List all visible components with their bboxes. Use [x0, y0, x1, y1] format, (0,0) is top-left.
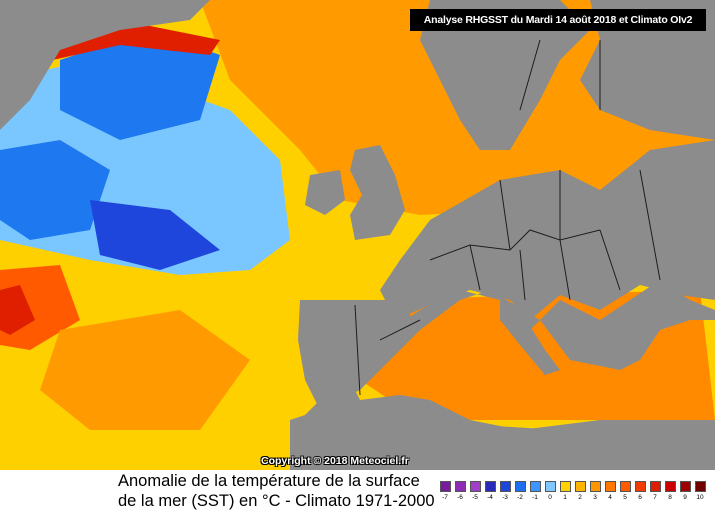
legend-tick-label: -3	[502, 494, 508, 501]
legend-swatch	[650, 481, 661, 492]
land-iberia	[298, 300, 420, 410]
legend-swatch	[515, 481, 526, 492]
analysis-header: Analyse RHGSST du Mardi 14 août 2018 et …	[410, 9, 706, 31]
land-finland-russia	[580, 0, 715, 140]
legend-tick-label: -7	[442, 494, 448, 501]
ocean-anomaly-blue-north	[60, 30, 220, 140]
legend-swatch	[545, 481, 556, 492]
land-great-britain	[350, 145, 405, 240]
land-ireland	[305, 170, 345, 215]
legend-swatch	[470, 481, 481, 492]
legend-swatch	[635, 481, 646, 492]
legend-tick-label: 0	[548, 494, 552, 501]
legend-tick-label: 1	[563, 494, 567, 501]
map-title-line-1: Anomalie de la température de la surface	[118, 472, 420, 490]
legend-tick-label: 6	[638, 494, 642, 501]
legend-swatch	[575, 481, 586, 492]
land-north-africa	[290, 400, 715, 470]
map-canvas	[0, 0, 715, 470]
ocean-anomaly-blue-central	[0, 140, 110, 240]
ocean-anomaly-darkred-west	[0, 285, 35, 335]
sst-anomaly-map: Analyse RHGSST du Mardi 14 août 2018 et …	[0, 0, 715, 470]
land-continental-europe	[380, 140, 715, 320]
legend-tick-label: 9	[683, 494, 687, 501]
legend-tick-label: 2	[578, 494, 582, 501]
legend-swatch	[530, 481, 541, 492]
map-title-line-2: de la mer (SST) en °C - Climato 1971-200…	[118, 492, 435, 510]
copyright-notice: Copyright © 2018 Meteociel.fr	[261, 455, 409, 467]
legend-swatch	[590, 481, 601, 492]
legend-swatch	[440, 481, 451, 492]
ocean-anomaly-blue-deep	[90, 200, 220, 270]
legend-swatch	[455, 481, 466, 492]
legend-tick-label: -2	[517, 494, 523, 501]
legend-swatch	[560, 481, 571, 492]
land-greenland	[0, 0, 210, 130]
legend-tick-label: -4	[487, 494, 493, 501]
legend-tick-label: 7	[653, 494, 657, 501]
legend-swatch	[500, 481, 511, 492]
legend-tick-label: 5	[623, 494, 627, 501]
color-legend: -7 -6 -5 -4 -3 -2 -1 0 1 2 3 4 5 6 7 8 9 10	[440, 481, 714, 511]
legend-swatch	[605, 481, 616, 492]
ocean-anomaly-orange-southwest	[40, 310, 250, 430]
legend-tick-label: 4	[608, 494, 612, 501]
land-scandinavia	[420, 0, 590, 150]
land-europe	[290, 0, 715, 470]
country-borders	[354, 39, 661, 396]
legend-tick-label: -1	[532, 494, 538, 501]
legend-swatch	[695, 481, 706, 492]
legend-tick-label: -5	[472, 494, 478, 501]
legend-swatch	[485, 481, 496, 492]
land-italy	[500, 300, 560, 375]
legend-tick-label: -6	[457, 494, 463, 501]
legend-tick-label: 10	[696, 494, 704, 501]
legend-swatch	[665, 481, 676, 492]
legend-tick-label: 8	[668, 494, 672, 501]
legend-swatch	[680, 481, 691, 492]
legend-tick-label: 3	[593, 494, 597, 501]
legend-swatch	[620, 481, 631, 492]
